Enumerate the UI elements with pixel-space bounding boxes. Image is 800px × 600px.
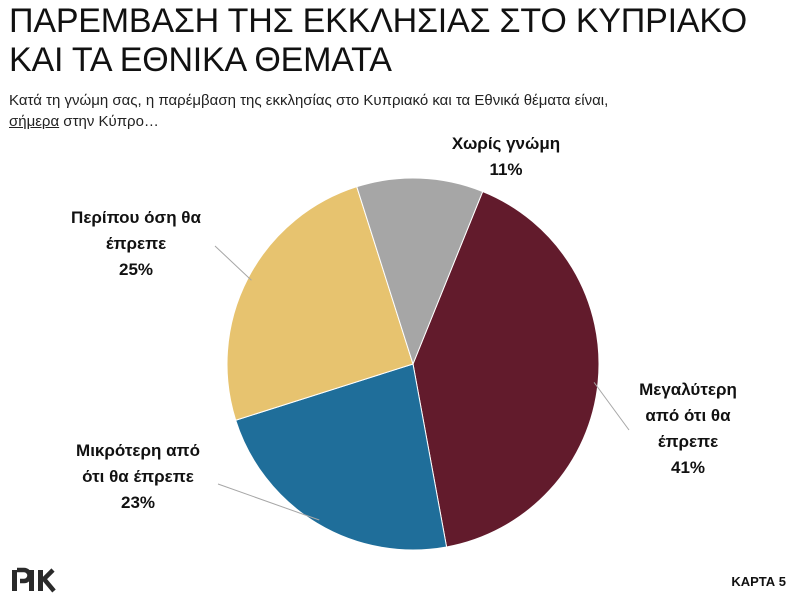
subtitle-question: Κατά τη γνώμη σας, η παρέμβαση της εκκλη… xyxy=(9,92,609,109)
slice-label: Περίπου όση θα έπρεπε 25% xyxy=(71,208,201,279)
slice-label: Μεγαλύτερη από ότι θα έπρεπε 41% xyxy=(639,380,737,477)
slice-value-label: 23% xyxy=(121,493,155,512)
slice-category-label: έπρεπε xyxy=(658,432,718,451)
slice-value-label: 25% xyxy=(119,260,153,279)
logo-arms-k xyxy=(41,568,56,593)
leader-line xyxy=(214,245,252,281)
slice-category-label: έπρεπε xyxy=(106,234,166,253)
slice-label: Μικρότερη από ότι θα έπρεπε 23% xyxy=(76,441,200,512)
pie-slices xyxy=(226,177,600,551)
leader-line xyxy=(593,382,630,431)
logo-bar-p xyxy=(12,570,17,591)
slice-category-label: Μικρότερη από xyxy=(76,441,200,460)
pie-slice xyxy=(235,363,448,551)
slice-category-label: Χωρίς γνώμη xyxy=(452,134,560,153)
card-number-label: ΚΑΡΤΑ 5 xyxy=(731,574,786,589)
logo-bar-k xyxy=(38,570,43,591)
leader-lines xyxy=(214,245,630,521)
pie-slice xyxy=(356,177,484,366)
slice-category-label: Περίπου όση θα xyxy=(71,208,201,227)
slice-value-label: 41% xyxy=(671,458,705,477)
slice-value-label: 11% xyxy=(489,160,522,179)
subtitle-underlined-word: σήμερα xyxy=(9,113,60,130)
logo-bar-i xyxy=(29,570,34,591)
pie-slice xyxy=(412,190,600,548)
logo-bowl-p xyxy=(17,567,32,584)
slice-label: Χωρίς γνώμη 11% xyxy=(452,134,560,179)
slice-labels: Μεγαλύτερη από ότι θα έπρεπε 41% Μικρότερη α… xyxy=(71,134,737,512)
pie-slice xyxy=(226,186,414,421)
chart-title: ΠΑΡΕΜΒΑΣΗ ΤΗΣ ΕΚΚΛΗΣΙΑΣ ΣΤΟ ΚΥΠΡΙΑΚΟ ΚΑΙ… xyxy=(9,2,748,79)
slice-category-label: Μεγαλύτερη xyxy=(639,380,737,399)
subtitle-rest: στην Κύπρο… xyxy=(59,113,159,130)
slice-category-label: ότι θα έπρεπε xyxy=(82,467,194,486)
leader-line xyxy=(217,483,320,521)
chart-subtitle: Κατά τη γνώμη σας, η παρέμβαση της εκκλη… xyxy=(9,90,789,132)
rik-logo xyxy=(12,567,56,593)
slice-category-label: από ότι θα xyxy=(645,406,731,425)
